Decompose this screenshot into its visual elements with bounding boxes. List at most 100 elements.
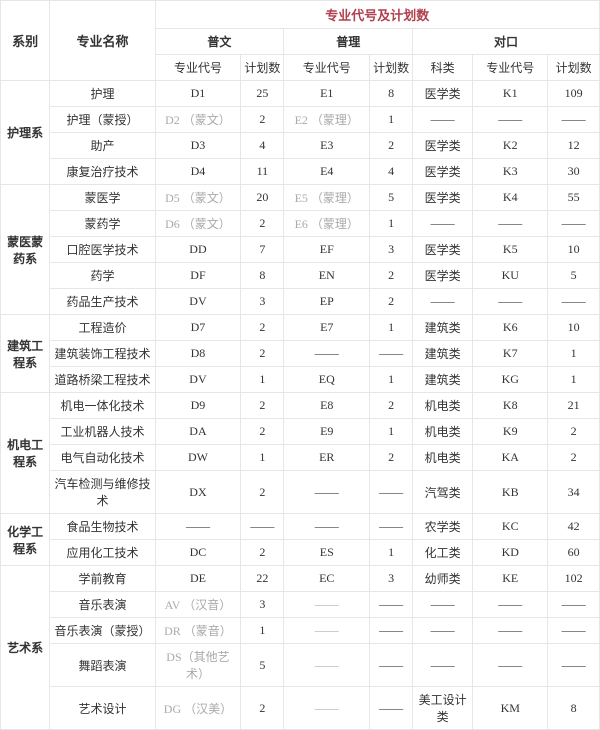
cntA-cell: 5 bbox=[241, 644, 284, 687]
cntB-cell: —— bbox=[370, 687, 413, 730]
cntB-cell: —— bbox=[370, 514, 413, 540]
cntC-cell: 102 bbox=[548, 566, 600, 592]
codeC-cell: —— bbox=[473, 211, 548, 237]
major-cell: 工业机器人技术 bbox=[50, 419, 155, 445]
cat-cell: 医学类 bbox=[413, 237, 473, 263]
table-row: 助产D34E32医学类K212 bbox=[1, 133, 600, 159]
cntC-cell: 60 bbox=[548, 540, 600, 566]
codeC-cell: —— bbox=[473, 592, 548, 618]
codeB-cell: EN bbox=[284, 263, 370, 289]
codeC-cell: K1 bbox=[473, 81, 548, 107]
codeB-cell: —— bbox=[284, 471, 370, 514]
cntC-cell: 42 bbox=[548, 514, 600, 540]
cat-cell: —— bbox=[413, 289, 473, 315]
dept-cell: 蒙医蒙药系 bbox=[1, 185, 50, 315]
cntC-cell: 5 bbox=[548, 263, 600, 289]
codeC-cell: KA bbox=[473, 445, 548, 471]
cat-cell: 医学类 bbox=[413, 185, 473, 211]
major-cell: 音乐表演（蒙授） bbox=[50, 618, 155, 644]
cat-cell: 化工类 bbox=[413, 540, 473, 566]
codeA-cell: DW bbox=[155, 445, 241, 471]
table-row: 应用化工技术DC2ES1化工类KD60 bbox=[1, 540, 600, 566]
codeA-cell: DG （汉美） bbox=[155, 687, 241, 730]
cntB-cell: 1 bbox=[370, 211, 413, 237]
cntA-cell: 4 bbox=[241, 133, 284, 159]
codeC-cell: K2 bbox=[473, 133, 548, 159]
codeC-cell: KG bbox=[473, 367, 548, 393]
codeB-cell: E5 （蒙理） bbox=[284, 185, 370, 211]
table-row: 工业机器人技术DA2E91机电类K92 bbox=[1, 419, 600, 445]
codeC-cell: K7 bbox=[473, 341, 548, 367]
major-cell: 助产 bbox=[50, 133, 155, 159]
major-cell: 药学 bbox=[50, 263, 155, 289]
table-row: 药品生产技术DV3EP2—————— bbox=[1, 289, 600, 315]
cat-cell: —— bbox=[413, 592, 473, 618]
major-cell: 食品生物技术 bbox=[50, 514, 155, 540]
cntB-cell: 2 bbox=[370, 289, 413, 315]
major-cell: 药品生产技术 bbox=[50, 289, 155, 315]
codeB-cell: E6 （蒙理） bbox=[284, 211, 370, 237]
major-cell: 护理（蒙授） bbox=[50, 107, 155, 133]
cat-cell: 医学类 bbox=[413, 81, 473, 107]
codeA-cell: D2 （蒙文） bbox=[155, 107, 241, 133]
cntB-cell: —— bbox=[370, 341, 413, 367]
hdr-cat: 科类 bbox=[413, 55, 473, 81]
codeB-cell: EC bbox=[284, 566, 370, 592]
cat-cell: 幼师类 bbox=[413, 566, 473, 592]
codeA-cell: D8 bbox=[155, 341, 241, 367]
cntA-cell: 2 bbox=[241, 341, 284, 367]
hdr-cntC: 计划数 bbox=[548, 55, 600, 81]
cntA-cell: 2 bbox=[241, 211, 284, 237]
codeC-cell: KE bbox=[473, 566, 548, 592]
table-row: 建筑工程系工程造价D72E71建筑类K610 bbox=[1, 315, 600, 341]
table-row: 蒙药学D6 （蒙文）2E6 （蒙理）1—————— bbox=[1, 211, 600, 237]
codeC-cell: K8 bbox=[473, 393, 548, 419]
codeB-cell: —— bbox=[284, 644, 370, 687]
cat-cell: 农学类 bbox=[413, 514, 473, 540]
codeC-cell: —— bbox=[473, 644, 548, 687]
cntA-cell: 2 bbox=[241, 107, 284, 133]
codeA-cell: D5 （蒙文） bbox=[155, 185, 241, 211]
cntB-cell: —— bbox=[370, 471, 413, 514]
cntC-cell: —— bbox=[548, 644, 600, 687]
cntA-cell: 7 bbox=[241, 237, 284, 263]
hdr-title: 专业代号及计划数 bbox=[155, 1, 599, 29]
cntC-cell: 10 bbox=[548, 315, 600, 341]
cntA-cell: 1 bbox=[241, 618, 284, 644]
codeB-cell: —— bbox=[284, 618, 370, 644]
major-cell: 应用化工技术 bbox=[50, 540, 155, 566]
cntC-cell: 2 bbox=[548, 445, 600, 471]
cntC-cell: 30 bbox=[548, 159, 600, 185]
table-row: 音乐表演（蒙授）DR （蒙音）1—————————— bbox=[1, 618, 600, 644]
codeC-cell: K9 bbox=[473, 419, 548, 445]
hdr-codeC: 专业代号 bbox=[473, 55, 548, 81]
hdr-groupB: 普理 bbox=[284, 29, 413, 55]
dept-cell: 艺术系 bbox=[1, 566, 50, 730]
hdr-major: 专业名称 bbox=[50, 1, 155, 81]
codeB-cell: EQ bbox=[284, 367, 370, 393]
codeB-cell: E2 （蒙理） bbox=[284, 107, 370, 133]
cntC-cell: 1 bbox=[548, 341, 600, 367]
cat-cell: —— bbox=[413, 107, 473, 133]
table-row: 康复治疗技术D411E44医学类K330 bbox=[1, 159, 600, 185]
cntB-cell: 2 bbox=[370, 133, 413, 159]
cntB-cell: 1 bbox=[370, 540, 413, 566]
codeB-cell: E9 bbox=[284, 419, 370, 445]
codeA-cell: DA bbox=[155, 419, 241, 445]
codeC-cell: —— bbox=[473, 107, 548, 133]
codeB-cell: —— bbox=[284, 514, 370, 540]
cat-cell: 建筑类 bbox=[413, 341, 473, 367]
codeA-cell: DF bbox=[155, 263, 241, 289]
cntA-cell: 2 bbox=[241, 393, 284, 419]
major-cell: 汽车检测与维修技术 bbox=[50, 471, 155, 514]
codeB-cell: E7 bbox=[284, 315, 370, 341]
major-cell: 护理 bbox=[50, 81, 155, 107]
cntA-cell: 3 bbox=[241, 592, 284, 618]
major-cell: 口腔医学技术 bbox=[50, 237, 155, 263]
cat-cell: 机电类 bbox=[413, 419, 473, 445]
codeA-cell: DD bbox=[155, 237, 241, 263]
cntA-cell: —— bbox=[241, 514, 284, 540]
cntA-cell: 1 bbox=[241, 445, 284, 471]
table-row: 建筑装饰工程技术D82————建筑类K71 bbox=[1, 341, 600, 367]
codeB-cell: E3 bbox=[284, 133, 370, 159]
